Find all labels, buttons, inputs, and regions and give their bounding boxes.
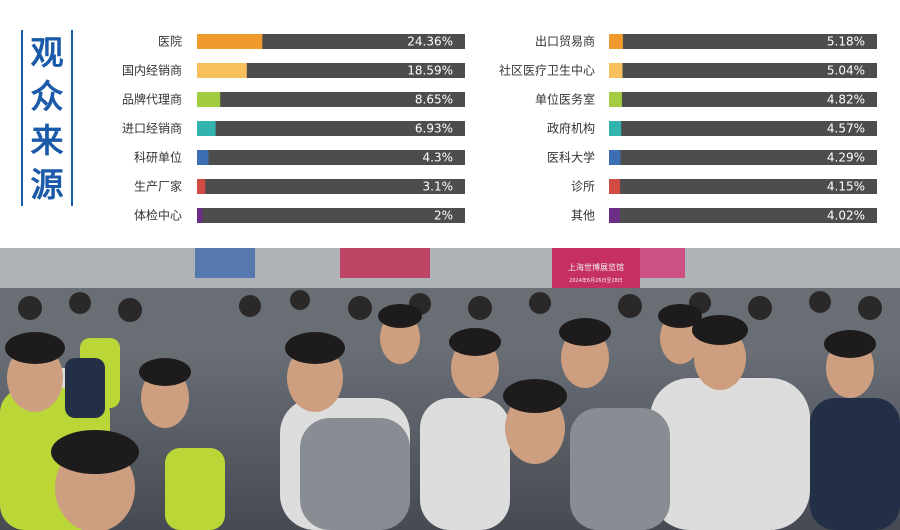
bar-track bbox=[197, 63, 465, 78]
value-label: 4.82% bbox=[827, 93, 865, 107]
bar bbox=[609, 34, 623, 49]
value-label: 4.29% bbox=[827, 151, 865, 165]
bar bbox=[197, 208, 203, 223]
category-label: 进口经销商 bbox=[122, 121, 182, 136]
bar-track bbox=[609, 179, 877, 194]
value-label: 2% bbox=[434, 209, 453, 223]
bar-track bbox=[609, 63, 877, 78]
audience-source-chart: 医院 24.36% 国内经销商 18.59% 品牌代理商 8.65% 进口经销商 6.93% 科… bbox=[122, 34, 877, 223]
category-label: 国内经销商 bbox=[122, 63, 182, 78]
category-label: 品牌代理商 bbox=[122, 92, 182, 107]
bar-track bbox=[197, 150, 465, 165]
bar-track bbox=[197, 208, 465, 223]
title-char-2: 众 bbox=[30, 76, 64, 116]
bar bbox=[609, 92, 622, 107]
value-label: 4.57% bbox=[827, 122, 865, 136]
value-label: 24.36% bbox=[407, 35, 453, 49]
sign-text-date: 2024年6月26日至28日 bbox=[569, 277, 623, 284]
value-label: 6.93% bbox=[415, 122, 453, 136]
bar-track bbox=[609, 208, 877, 223]
category-label: 诊所 bbox=[571, 180, 595, 194]
category-label: 其他 bbox=[571, 209, 595, 223]
chart-title-box: 观 众 来 源 bbox=[21, 30, 73, 206]
crowd-illustration: 上海世博展览馆 2024年6月26日至28日 bbox=[0, 248, 900, 530]
bar bbox=[609, 63, 623, 78]
bar bbox=[609, 179, 621, 194]
category-label: 单位医务室 bbox=[535, 92, 595, 107]
value-label: 5.18% bbox=[827, 35, 865, 49]
bar bbox=[609, 121, 622, 136]
category-label: 体检中心 bbox=[134, 208, 182, 223]
bar-track bbox=[609, 150, 877, 165]
value-label: 18.59% bbox=[407, 64, 453, 78]
category-label: 社区医疗卫生中心 bbox=[499, 63, 595, 78]
bar bbox=[197, 179, 206, 194]
bar bbox=[197, 34, 263, 49]
value-label: 4.15% bbox=[827, 180, 865, 194]
sign-text-venue: 上海世博展览馆 bbox=[568, 262, 624, 272]
value-label: 4.3% bbox=[423, 151, 454, 165]
bar bbox=[609, 208, 620, 223]
bar bbox=[609, 150, 621, 165]
bar bbox=[197, 121, 216, 136]
title-char-3: 来 bbox=[30, 120, 64, 160]
bar-track bbox=[609, 121, 877, 136]
category-label: 科研单位 bbox=[134, 150, 182, 165]
title-char-4: 源 bbox=[30, 164, 64, 204]
bar-track bbox=[197, 179, 465, 194]
title-char-1: 观 bbox=[30, 32, 64, 72]
value-label: 4.02% bbox=[827, 209, 865, 223]
category-label: 生产厂家 bbox=[134, 179, 182, 194]
category-label: 医科大学 bbox=[547, 150, 595, 165]
bar-track bbox=[197, 92, 465, 107]
crowd-photo: 上海世博展览馆 2024年6月26日至28日 bbox=[0, 248, 900, 530]
bar-track bbox=[609, 34, 877, 49]
value-label: 8.65% bbox=[415, 93, 453, 107]
bar bbox=[197, 150, 209, 165]
bar-track bbox=[197, 34, 465, 49]
bar-track bbox=[197, 121, 465, 136]
category-label: 政府机构 bbox=[547, 121, 595, 136]
category-label: 医院 bbox=[158, 35, 182, 49]
category-label: 出口贸易商 bbox=[535, 34, 595, 49]
value-label: 5.04% bbox=[827, 64, 865, 78]
bar bbox=[197, 92, 221, 107]
bar bbox=[197, 63, 247, 78]
bar-track bbox=[609, 92, 877, 107]
value-label: 3.1% bbox=[423, 180, 454, 194]
